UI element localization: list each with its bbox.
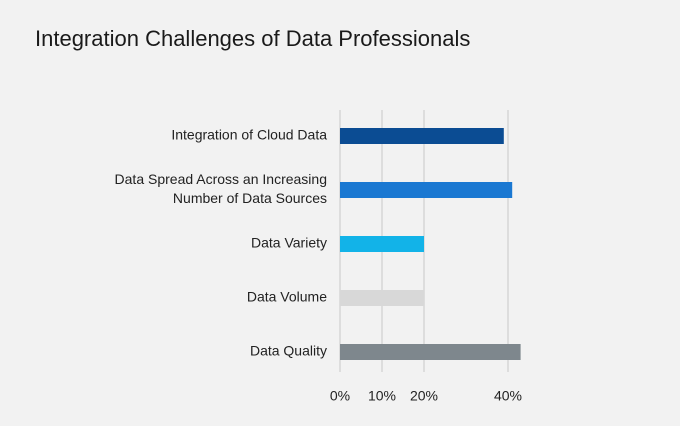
- chart-title: Integration Challenges of Data Professio…: [35, 26, 470, 51]
- x-tick-label: 10%: [368, 388, 396, 404]
- y-tick-label: Data Spread Across an Increasing: [115, 171, 327, 187]
- x-tick-label: 40%: [494, 388, 522, 404]
- bar: [340, 236, 424, 252]
- y-tick-label: Data Volume: [247, 289, 327, 305]
- x-tick-label: 0%: [330, 388, 350, 404]
- bar: [340, 182, 513, 198]
- x-tick-label: 20%: [410, 388, 438, 404]
- bar: [340, 344, 521, 360]
- bar: [340, 128, 504, 144]
- bar: [340, 290, 424, 306]
- y-tick-label: Integration of Cloud Data: [171, 127, 327, 143]
- y-tick-label: Data Variety: [251, 235, 327, 251]
- y-tick-label: Data Quality: [250, 343, 327, 359]
- y-tick-label: Number of Data Sources: [173, 190, 327, 206]
